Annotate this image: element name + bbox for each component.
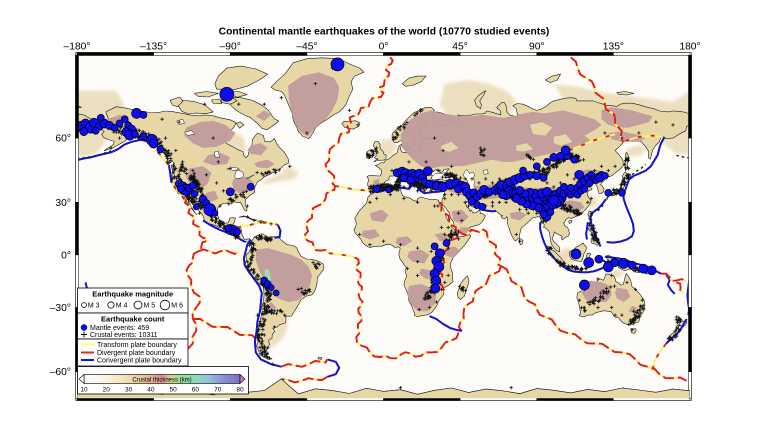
svg-text:60°: 60° bbox=[55, 134, 71, 145]
svg-text:Convergent plate boundary: Convergent plate boundary bbox=[97, 358, 182, 365]
svg-text:Divergent plate boundary: Divergent plate boundary bbox=[97, 350, 176, 357]
svg-text:180°: 180° bbox=[679, 42, 700, 53]
svg-text:10: 10 bbox=[80, 387, 88, 394]
svg-text:70: 70 bbox=[214, 387, 222, 394]
svg-text:–30°: –30° bbox=[50, 303, 71, 314]
svg-text:–90°: –90° bbox=[220, 42, 241, 53]
svg-text:0°: 0° bbox=[61, 250, 71, 261]
svg-text:Mantle events: 459: Mantle events: 459 bbox=[90, 325, 149, 332]
svg-text:50: 50 bbox=[170, 387, 178, 394]
svg-text:Earthquake magnitude: Earthquake magnitude bbox=[92, 290, 173, 299]
svg-text:0°: 0° bbox=[379, 42, 389, 53]
svg-text:30°: 30° bbox=[55, 198, 71, 209]
svg-text:–180°: –180° bbox=[63, 42, 90, 53]
svg-text:M 4: M 4 bbox=[116, 303, 128, 310]
svg-text:M 3: M 3 bbox=[88, 303, 100, 310]
svg-text:60: 60 bbox=[192, 387, 200, 394]
svg-text:40: 40 bbox=[147, 387, 155, 394]
svg-text:Continental mantle earthquakes: Continental mantle earthquakes of the wo… bbox=[219, 27, 550, 38]
svg-text:30: 30 bbox=[125, 387, 133, 394]
svg-text:M 5: M 5 bbox=[144, 303, 156, 310]
svg-text:–60°: –60° bbox=[50, 367, 71, 378]
svg-text:80: 80 bbox=[236, 387, 244, 394]
svg-text:–135°: –135° bbox=[140, 42, 167, 53]
svg-text:Earthquake count: Earthquake count bbox=[101, 315, 165, 324]
svg-text:20: 20 bbox=[103, 387, 111, 394]
svg-text:M 6: M 6 bbox=[171, 303, 183, 310]
svg-text:90°: 90° bbox=[529, 42, 545, 53]
svg-text:135°: 135° bbox=[603, 42, 624, 53]
svg-text:Crustal events: 10311: Crustal events: 10311 bbox=[90, 332, 158, 339]
svg-text:–45°: –45° bbox=[296, 42, 317, 53]
svg-text:45°: 45° bbox=[452, 42, 468, 53]
svg-text:Crustal thickness (km): Crustal thickness (km) bbox=[132, 377, 191, 383]
svg-text:Transform plate boundary: Transform plate boundary bbox=[97, 342, 177, 349]
